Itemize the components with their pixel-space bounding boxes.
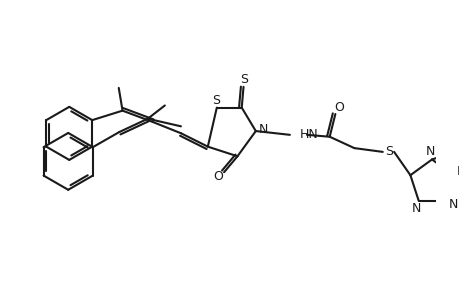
Text: N: N — [425, 146, 434, 158]
Text: S: S — [240, 73, 248, 86]
Text: O: O — [213, 169, 223, 182]
Text: N: N — [258, 123, 268, 136]
Text: S: S — [212, 94, 219, 106]
Text: S: S — [385, 146, 392, 158]
Text: N: N — [455, 165, 459, 178]
Text: HN: HN — [299, 128, 318, 141]
Text: O: O — [334, 101, 343, 114]
Text: N: N — [448, 198, 457, 211]
Text: N: N — [411, 202, 420, 215]
